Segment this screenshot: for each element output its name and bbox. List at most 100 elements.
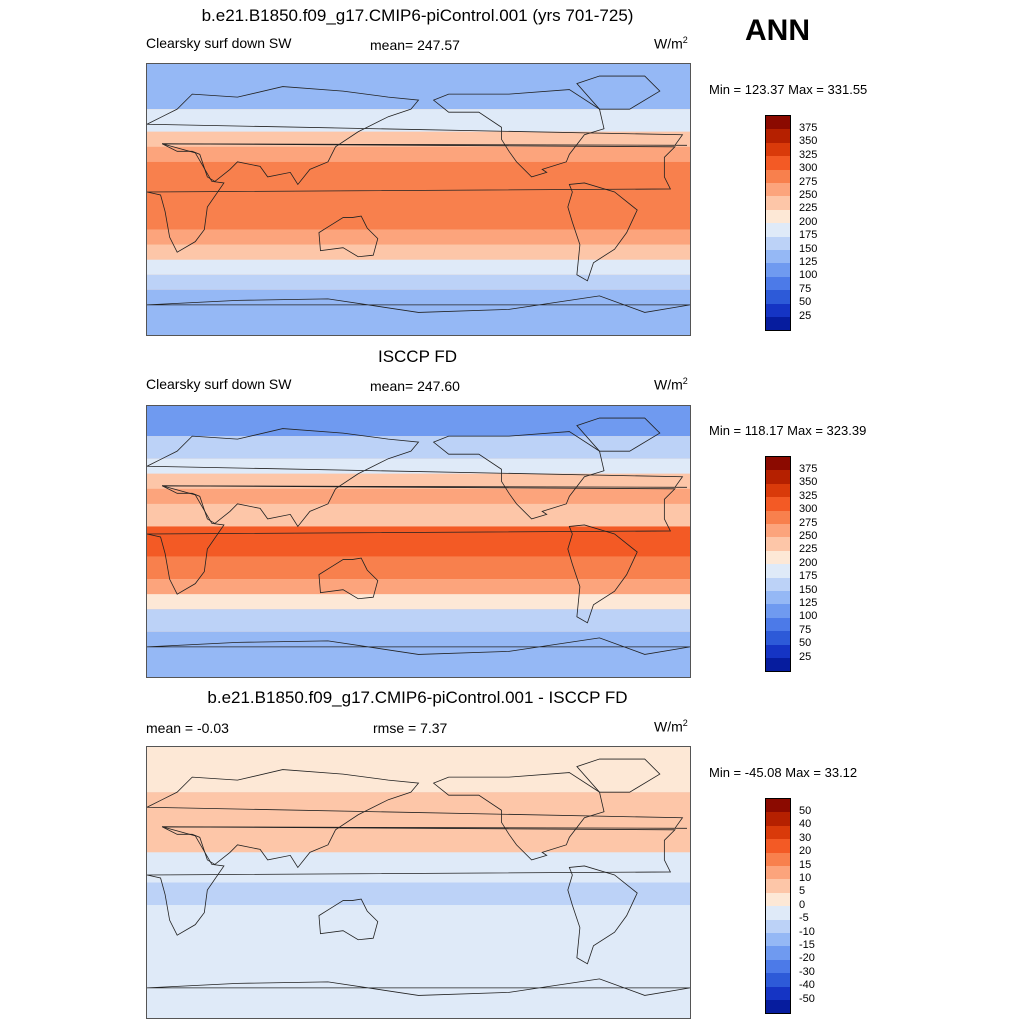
colorbar-tick-label: 20 [799,845,812,858]
colorbar-segment [766,866,790,880]
colorbar-segment [766,290,790,304]
colorbar-tick-label: -15 [799,938,815,951]
coastline-0 [147,769,687,869]
lat-band-1 [147,436,690,459]
colorbar-tick-label: 225 [799,543,818,556]
coastline-5 [576,75,661,110]
colorbar-tick-label: 15 [799,858,812,871]
panel2-map [146,405,691,678]
colorbar-segment [766,959,790,974]
lat-band-8 [147,274,690,290]
colorbar-segment [766,617,790,632]
coastline-0 [147,428,687,528]
colorbar-segment [766,591,790,605]
colorbar-tick-label: 375 [799,121,818,134]
coastline-1 [147,143,676,253]
colorbar-tick-label: 25 [799,309,812,322]
panel2-map-plot [147,406,690,677]
colorbar-tick-label: 150 [799,583,818,596]
colorbar-segment [766,209,790,224]
coastline-4 [318,898,379,941]
colorbar-tick-label: -20 [799,952,815,965]
panel1-map [146,63,691,336]
colorbar-tick-label: -5 [799,912,809,925]
colorbar-tick-label: 175 [799,229,818,242]
colorbar-tick-label: 175 [799,570,818,583]
colorbar-segment [766,497,790,511]
colorbar-tick-label: 50 [799,296,812,309]
colorbar-tick-label: 100 [799,269,818,282]
colorbar-tick-label: 125 [799,255,818,268]
panel3-mean-label: mean = -0.03 [146,720,229,736]
colorbar-tick-label: 275 [799,175,818,188]
colorbar-segment [766,457,790,471]
colorbar-segment [766,116,790,130]
colorbar-segment [766,644,790,658]
colorbar-segment [766,317,790,331]
lat-band-2 [147,131,690,147]
coastline-0 [147,86,687,186]
lat-band-4 [147,161,690,230]
colorbar-segment [766,906,790,920]
lat-band-4 [147,488,690,504]
coastline-6 [147,978,690,996]
lat-band-8 [147,594,690,610]
panel3-title: b.e21.B1850.f09_g17.CMIP6-piControl.001 … [207,688,628,707]
colorbar-box [765,115,791,332]
panel3-map-plot [147,747,690,1018]
colorbar-segment [766,483,790,498]
colorbar-segment [766,658,790,672]
colorbar-segment [766,825,790,840]
colorbar-segment [766,1000,790,1014]
panel2-mean-label: mean= 247.60 [370,378,460,394]
colorbar-segment [766,263,790,277]
colorbar-tick-label: 150 [799,242,818,255]
colorbar-tick-label: 250 [799,188,818,201]
panel1-units-label: W/m2 [654,35,688,52]
colorbar-tick-label: 325 [799,148,818,161]
lat-band-1 [147,109,690,132]
coastline-3 [567,182,638,282]
colorbar-segment [766,156,790,170]
colorbar-tick-label: 250 [799,529,818,542]
coastline-2 [432,772,605,861]
colorbar-box [765,456,791,673]
colorbar-tick-label: -50 [799,992,815,1005]
coastline-1 [147,826,676,936]
panel2-variable-label: Clearsky surf down SW [146,376,292,392]
colorbar-tick-label: -10 [799,925,815,938]
panel3-units-label: W/m2 [654,718,688,735]
colorbar-segment [766,564,790,578]
colorbar-segment [766,852,790,866]
colorbar-tick-label: 50 [799,804,812,817]
colorbar-tick-label: 275 [799,516,818,529]
coastline-5 [576,758,661,793]
colorbar-segment [766,510,790,524]
colorbar-segment [766,577,790,591]
lat-band-7 [147,579,690,595]
colorbar-tick-label: -40 [799,979,815,992]
lat-band-6 [147,244,690,260]
panel1-mean-label: mean= 247.57 [370,37,460,53]
colorbar-segment [766,236,790,250]
colorbar-segment [766,986,790,1000]
colorbar-segment [766,799,790,813]
colorbar-segment [766,933,790,947]
lat-band-2 [147,458,690,474]
colorbar-segment [766,524,790,538]
colorbar-tick-label: 5 [799,885,806,898]
coastline-5 [576,417,661,452]
colorbar-tick-label: 75 [799,282,812,295]
coastline-2 [432,89,605,178]
colorbar-segment [766,169,790,183]
colorbar-tick-label: 40 [799,818,812,831]
colorbar-tick-label: 200 [799,556,818,569]
lat-band-1 [147,792,690,853]
colorbar-segment [766,276,790,291]
colorbar-segment [766,223,790,237]
coastline-6 [147,637,690,655]
colorbar-tick-label: 350 [799,476,818,489]
panel2-units-label: W/m2 [654,376,688,393]
colorbar-segment [766,839,790,853]
colorbar-tick-label: -30 [799,965,815,978]
